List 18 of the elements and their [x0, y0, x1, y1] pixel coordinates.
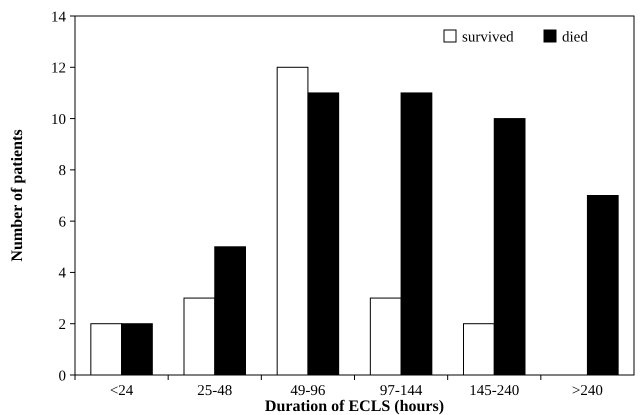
- y-tick-label: 12: [51, 60, 66, 77]
- y-tick-label: 10: [51, 112, 66, 128]
- y-tick-label: 6: [58, 214, 66, 230]
- x-tick-label: <24: [110, 383, 134, 399]
- x-tick-label: 97-144: [380, 383, 423, 399]
- y-tick-label: 4: [58, 266, 66, 282]
- y-tick-label: 8: [58, 163, 66, 180]
- legend-label: died: [562, 29, 588, 46]
- y-tick-label: 0: [58, 368, 66, 384]
- y-tick-label: 2: [58, 316, 66, 333]
- x-axis-title: Duration of ECLS (hours): [264, 398, 444, 415]
- x-tick-label: >240: [572, 383, 603, 399]
- y-axis-title: Number of patients: [9, 129, 26, 262]
- legend-label: survived: [462, 29, 514, 46]
- x-tick-label: 25-48: [197, 383, 232, 399]
- y-tick-label: 14: [51, 9, 66, 26]
- x-tick-label: 49-96: [290, 383, 326, 399]
- x-tick-label: 145-240: [469, 383, 520, 399]
